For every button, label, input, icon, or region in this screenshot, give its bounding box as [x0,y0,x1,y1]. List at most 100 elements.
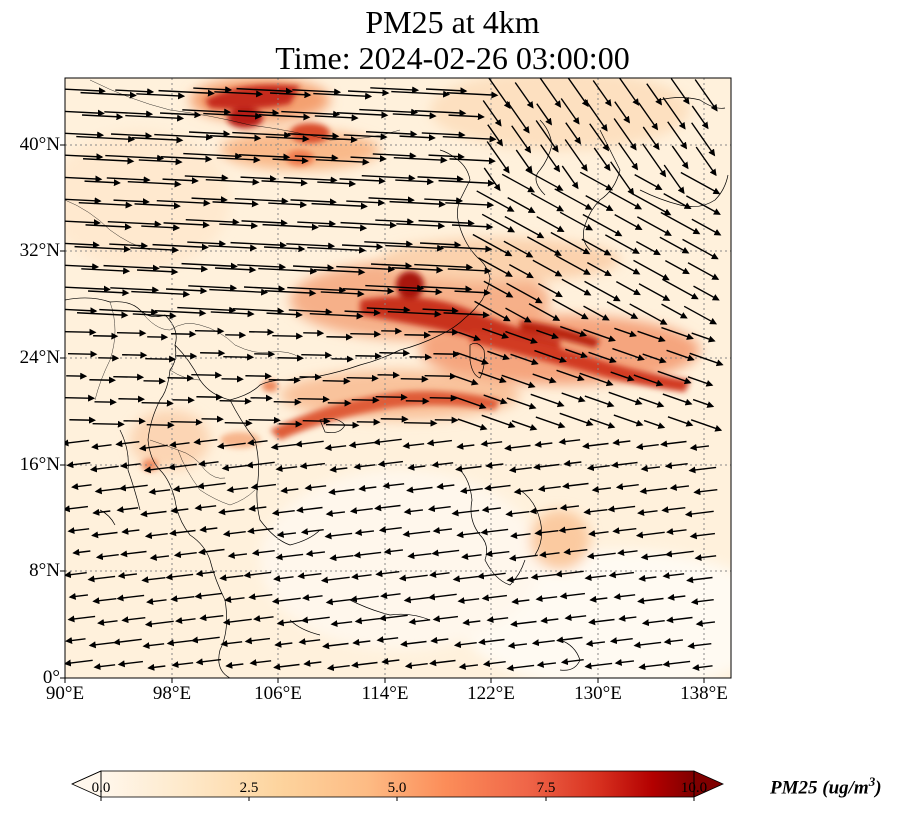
wind-arrow [65,197,102,205]
wind-arrow [567,78,589,108]
wind-arrow [370,86,420,94]
wind-arrow [95,553,119,561]
wind-arrow [683,305,718,325]
wind-arrow [116,506,139,514]
wind-arrow [283,176,338,184]
lat-label-8n: 8°N [29,560,60,581]
wind-arrow [67,527,90,535]
wind-arrow [528,303,561,321]
wind-arrow [172,485,198,493]
wind-arrow [118,395,145,403]
wind-arrow [508,466,532,474]
wind-arrow [691,218,722,236]
wind-arrow [127,180,182,188]
colorbar-gradient [101,771,694,797]
wind-arrow [563,459,582,467]
wind-arrow [134,202,181,210]
wind-arrow [117,571,138,579]
wind-arrow [635,443,659,451]
wind-arrow [484,484,511,492]
wind-arrow [666,616,693,624]
wind-arrow [663,193,692,209]
wind-arrow [451,223,494,231]
wind-arrow [140,510,167,518]
wind-arrow [508,554,538,562]
wind-arrow [615,483,639,491]
wind-arrow [80,91,137,99]
wind-arrow [536,216,565,232]
wind-arrow [193,86,233,94]
wind-arrow [666,349,695,362]
wind-arrow [525,169,564,191]
wind-arrow [74,245,131,253]
wind-arrow [199,525,218,533]
wind-arrow [613,593,636,601]
wind-arrow [107,220,162,228]
wind-arrow [530,192,565,212]
wind-arrow [336,111,389,119]
wind-arrow [667,121,688,150]
wind-arrow [511,420,538,431]
lon-label-90e: 90°E [45,683,85,704]
wind-arrow [662,660,691,668]
wind-arrow [294,154,339,162]
wind-arrow [91,443,112,450]
wind-arrow [694,554,717,562]
wind-arrow [486,616,509,624]
wind-arrow [559,412,594,427]
wind-arrow [642,143,667,178]
colorbar-label-text: PM25 (ug/m [770,777,869,799]
wind-arrow [276,619,302,627]
wind-arrow [554,570,584,578]
wind-arrow [482,100,502,127]
wind-arrow [459,487,483,495]
wind-arrow [424,197,464,205]
wind-arrow [136,92,186,100]
wind-arrow [657,370,692,385]
wind-arrow [66,461,91,469]
wind-arrow [404,331,431,339]
wind-arrow [271,597,301,605]
wind-arrow [167,374,194,382]
wind-arrow [158,89,215,97]
wind-arrow [72,548,91,556]
wind-arrow [667,416,694,427]
wind-vectors [65,78,724,672]
wind-arrow [485,550,510,558]
wind-arrow [584,280,621,302]
wind-arrow [591,485,612,493]
wind-arrow [258,267,318,275]
wind-arrow [232,307,285,315]
wind-arrow [370,262,413,270]
wind-arrow [131,290,191,298]
wind-arrow [121,527,140,535]
wind-arrow [448,113,485,121]
lat-label-40n: 40°N [19,134,60,155]
wind-arrow [504,444,531,452]
lon-label-114e: 114°E [361,683,409,704]
wind-arrow [426,439,452,447]
wind-arrow [584,574,607,582]
wind-arrow [505,330,538,344]
wind-arrow [686,576,713,584]
wind-arrow [671,145,689,170]
wind-arrow [424,372,457,380]
wind-arrow [277,354,304,362]
wind-arrow [664,550,694,558]
wind-arrow [643,419,666,429]
wind-arrow [304,484,327,492]
wind-arrow [230,241,287,249]
wind-arrow [349,507,373,515]
wind-arrow [322,377,351,385]
wind-arrow [365,284,425,292]
wind-arrow [487,350,510,361]
wind-arrow [273,398,302,406]
wind-arrow [531,639,555,647]
wind-arrow [353,463,376,471]
wind-arrow [297,572,322,580]
lon-label-106e: 106°E [254,683,302,704]
wind-arrow [382,482,405,490]
wind-arrow [366,306,411,314]
wind-arrow [592,80,612,107]
wind-arrow [243,285,286,293]
